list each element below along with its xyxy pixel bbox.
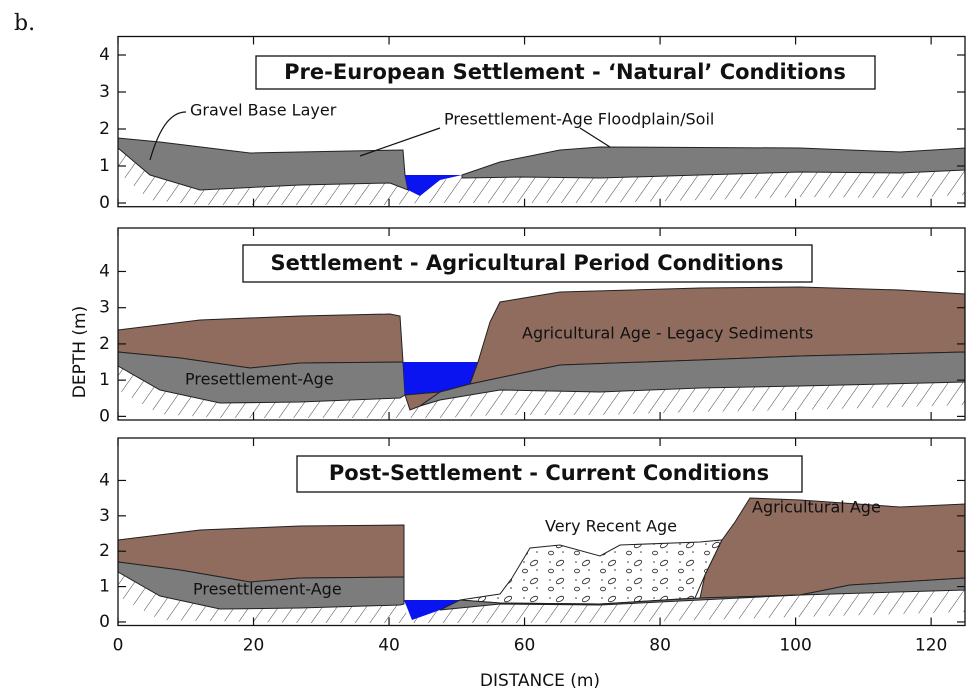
panel-title: Pre-European Settlement - ‘Natural’ Cond… xyxy=(284,60,846,84)
x-tick-label: 80 xyxy=(649,636,671,656)
plot-frame xyxy=(117,437,966,627)
title-box xyxy=(296,455,803,493)
bedrock xyxy=(118,366,965,418)
y-tick-label: 4 xyxy=(99,261,110,281)
y-tick-label: 2 xyxy=(99,334,110,354)
panel-3-section: Post-Settlement - Current Conditions Ver… xyxy=(117,455,966,623)
title-box xyxy=(242,244,813,283)
very-recent-deposit xyxy=(459,539,723,605)
y-tick-label: 1 xyxy=(99,370,110,390)
y-tick-label: 1 xyxy=(99,577,110,597)
y-tick-label: 3 xyxy=(99,506,110,526)
y-tick-label: 0 xyxy=(99,612,110,632)
panel-1-section: Pre-European Settlement - ‘Natural’ Cond… xyxy=(117,55,966,205)
y-tick-label: 4 xyxy=(99,45,110,65)
y-tick-label: 2 xyxy=(99,541,110,561)
y-tick-label: 2 xyxy=(99,119,110,139)
x-tick-label: 40 xyxy=(378,636,400,656)
x-tick-label: 0 xyxy=(113,636,124,656)
plot-frame xyxy=(117,35,966,208)
title-box xyxy=(255,55,876,90)
y-tick-label: 0 xyxy=(99,193,110,213)
x-tick-label: 100 xyxy=(779,636,811,656)
bedrock xyxy=(118,148,965,205)
channel-water xyxy=(404,600,460,620)
y-tick-label: 1 xyxy=(99,156,110,176)
x-tick-label: 60 xyxy=(514,636,536,656)
panel-title: Settlement - Agricultural Period Conditi… xyxy=(271,251,784,275)
leader xyxy=(359,127,441,157)
presettlement-right xyxy=(419,351,966,407)
channel-water xyxy=(405,175,462,196)
x-tick-label: 20 xyxy=(243,636,265,656)
leader xyxy=(149,111,187,161)
panel-title: Post-Settlement - Current Conditions xyxy=(329,461,769,485)
layer-label: Agricultural Age xyxy=(752,498,881,517)
layer-label: Very Recent Age xyxy=(545,517,677,536)
layer-label: Presettlement-Age xyxy=(185,370,334,389)
bedrock xyxy=(118,572,965,623)
panel-2-section: Settlement - Agricultural Period Conditi… xyxy=(117,244,966,418)
layer-label: Agricultural Age - Legacy Sediments xyxy=(522,324,813,343)
x-axis-label: DISTANCE (m) xyxy=(480,671,600,691)
plot-frame xyxy=(117,227,966,421)
leader xyxy=(579,127,611,148)
layer-label: Gravel Base Layer xyxy=(190,101,337,120)
y-tick-label: 0 xyxy=(99,406,110,426)
presettlement-left xyxy=(117,351,406,404)
presettlement-left xyxy=(117,561,405,610)
y-tick-label: 3 xyxy=(99,82,110,102)
floodplain-left xyxy=(117,137,409,191)
figure-label: b. xyxy=(14,11,35,36)
y-axis-label: DEPTH (m) xyxy=(70,306,90,398)
x-tick-label: 120 xyxy=(915,636,947,656)
y-tick-label: 4 xyxy=(99,470,110,490)
y-tick-label: 3 xyxy=(99,298,110,318)
layer-label: Presettlement-Age xyxy=(193,580,342,599)
layer-label: Presettlement-Age Floodplain/Soil xyxy=(444,110,714,129)
floodplain-right xyxy=(461,146,966,179)
